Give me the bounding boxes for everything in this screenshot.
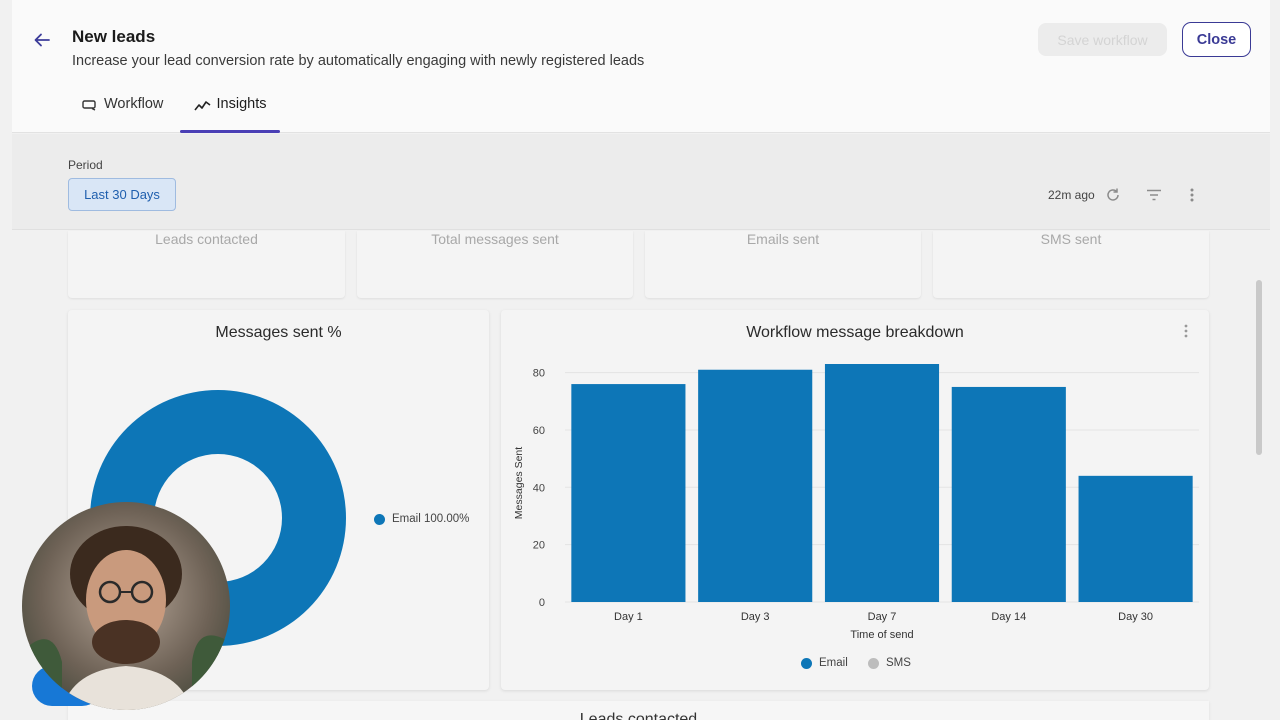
page-title: New leads (72, 27, 156, 46)
stat-card-sms-sent: SMS sent (933, 231, 1209, 298)
page-subtitle: Increase your lead conversion rate by au… (72, 53, 645, 69)
legend-dot-email (801, 657, 812, 669)
legend-label: SMS (886, 657, 911, 669)
legend-sms[interactable]: SMS (868, 657, 911, 669)
x-tick-label: Day 7 (868, 611, 897, 623)
bar-day-30[interactable] (1078, 475, 1193, 602)
card-title: Leads contacted (579, 711, 698, 720)
panel-title: Messages sent % (215, 324, 342, 341)
more-options-icon[interactable] (1181, 184, 1203, 206)
stat-card-emails-sent: Emails sent (645, 231, 921, 298)
back-arrow-icon[interactable] (28, 26, 56, 54)
tab-workflow-label: Workflow (104, 96, 164, 112)
y-axis-label: Messages Sent (513, 447, 525, 519)
y-tick-label: 60 (533, 425, 545, 437)
legend-dot-sms (868, 657, 879, 669)
period-select[interactable]: Last 30 Days (68, 178, 176, 211)
x-tick-label: Day 1 (614, 611, 643, 623)
close-button[interactable]: Close (1182, 22, 1251, 57)
y-tick-label: 80 (533, 368, 545, 380)
x-tick-label: Day 3 (741, 611, 770, 623)
panel-title: Workflow message breakdown (746, 324, 964, 341)
y-tick-label: 0 (539, 597, 545, 609)
x-tick-label: Day 14 (991, 611, 1026, 623)
stat-label: Leads contacted (155, 231, 258, 247)
breakdown-panel: Workflow message breakdown 0 20 40 60 80 Day … (501, 310, 1209, 690)
panel-menu-icon[interactable] (1179, 322, 1193, 340)
tab-insights-label: Insights (216, 96, 267, 112)
stat-label: SMS sent (1040, 231, 1102, 247)
stat-card-leads-contacted: Leads contacted (68, 231, 345, 298)
stat-label: Total messages sent (431, 231, 559, 247)
tab-insights[interactable]: Insights (180, 96, 280, 133)
scrollbar-thumb[interactable] (1256, 280, 1262, 455)
legend-email[interactable]: Email 100.00% (374, 513, 469, 525)
page-header: New leads Increase your lead conversion … (12, 0, 1270, 133)
legend-dot-email (374, 513, 385, 525)
leads-contacted-card: Leads contacted (68, 701, 1209, 720)
legend-email[interactable]: Email (801, 657, 848, 669)
insights-icon (193, 101, 210, 111)
y-tick-label: 40 (533, 482, 545, 494)
webcam-overlay (22, 502, 230, 710)
stat-card-total-messages: Total messages sent (357, 231, 633, 298)
bar-day-14[interactable] (951, 386, 1066, 602)
period-toolbar: Period Last 30 Days 22m ago (12, 134, 1270, 230)
bar-day-3[interactable] (698, 369, 813, 602)
bar-day-7[interactable] (824, 364, 940, 602)
period-label: Period (68, 158, 103, 172)
legend-label: Email 100.00% (392, 513, 470, 525)
legend-label: Email (819, 657, 848, 669)
save-workflow-button[interactable]: Save workflow (1038, 23, 1167, 56)
bar-day-1[interactable] (571, 384, 686, 602)
y-tick-label: 20 (533, 540, 545, 552)
workflow-icon (82, 100, 96, 111)
x-tick-label: Day 30 (1118, 611, 1153, 623)
refresh-icon[interactable] (1102, 184, 1124, 206)
last-updated-text: 22m ago (1048, 188, 1095, 202)
filter-icon[interactable] (1143, 184, 1165, 206)
bar-chart: 0 20 40 60 80 Day 1 Day 3 Day 7 Day 14 Day 30 Time… (513, 364, 1199, 641)
stat-label: Emails sent (746, 231, 820, 247)
x-axis-label: Time of send (850, 629, 913, 641)
tab-workflow[interactable]: Workflow (82, 96, 163, 133)
